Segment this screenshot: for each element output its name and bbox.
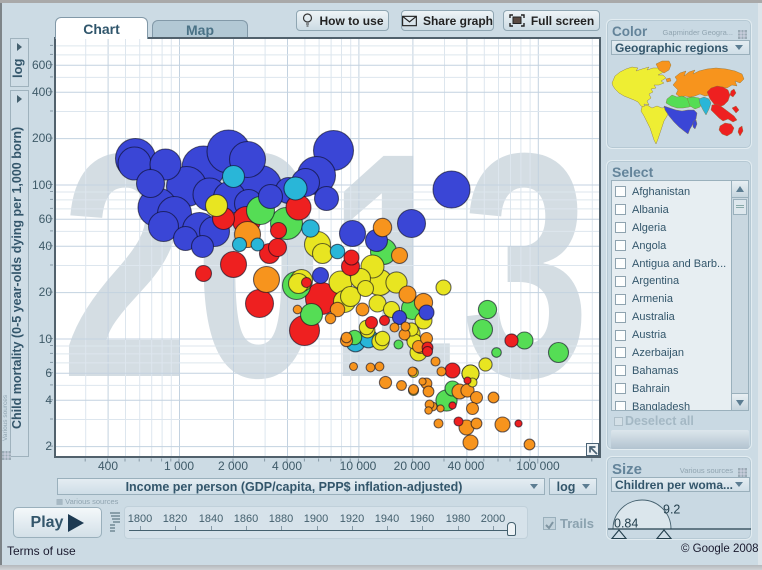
- svg-text:0.84: 0.84: [614, 517, 638, 531]
- svg-text:9.2: 9.2: [663, 503, 680, 517]
